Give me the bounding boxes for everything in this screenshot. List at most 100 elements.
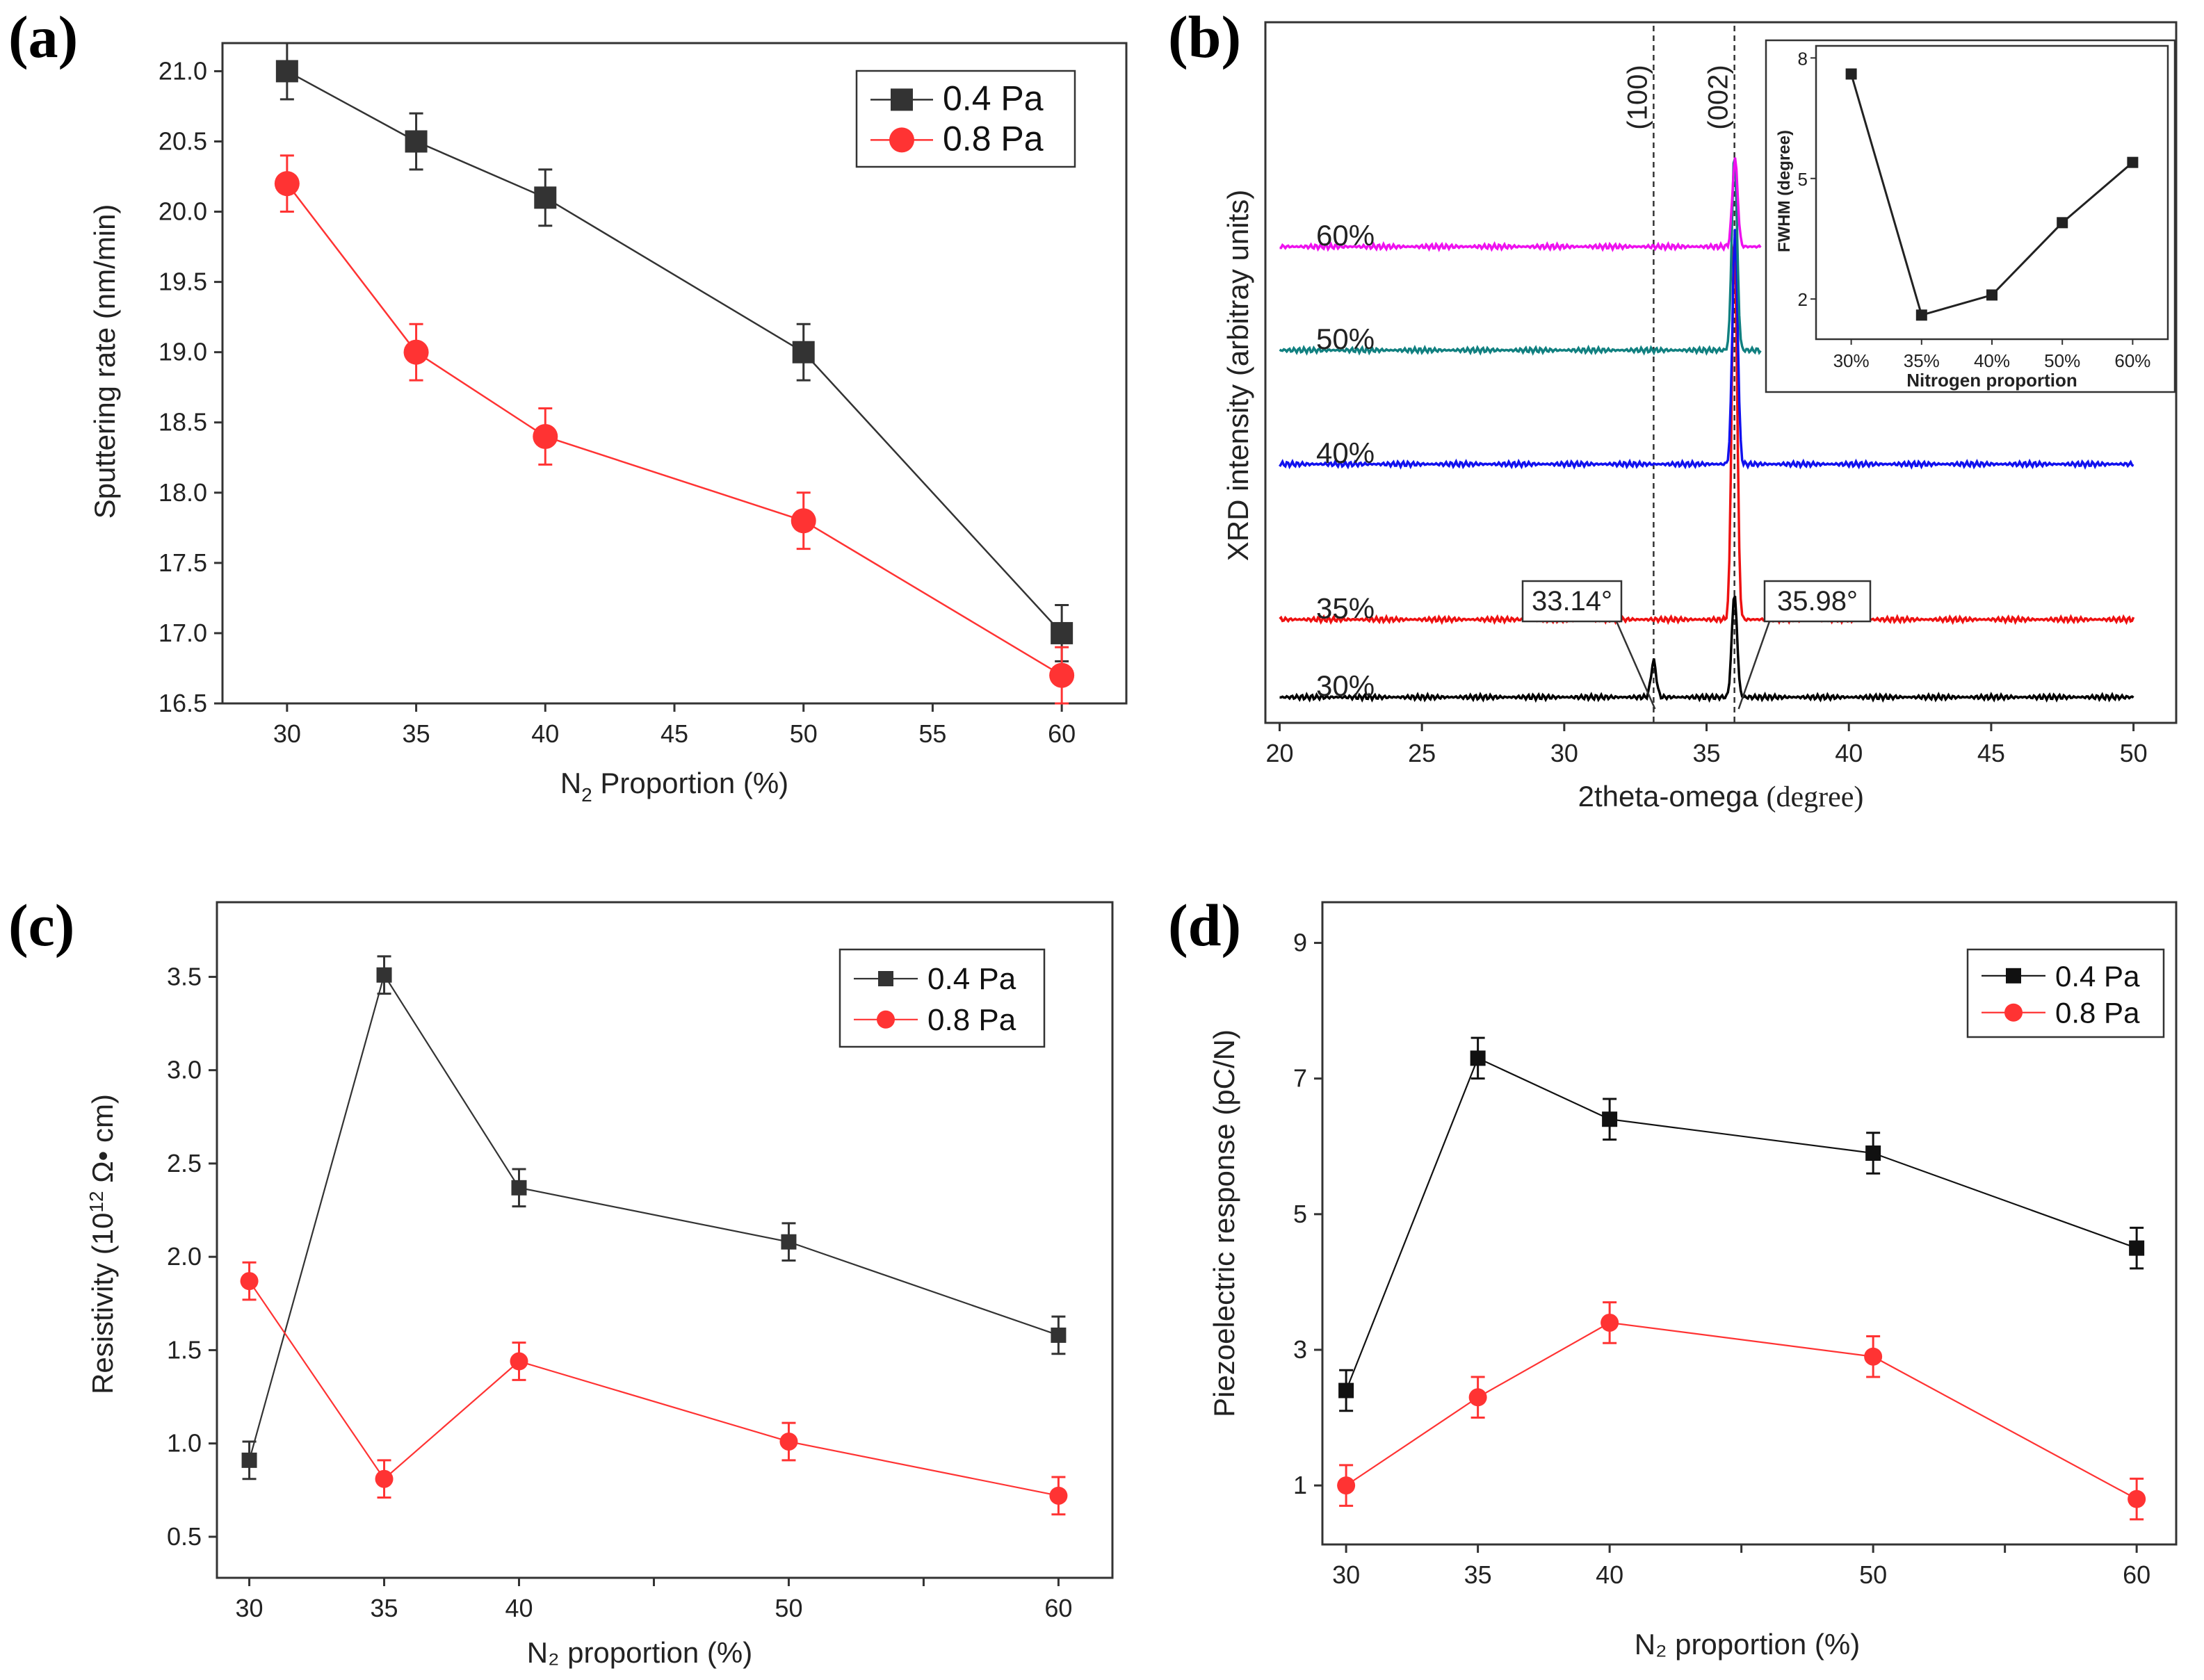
- data-point: [1049, 662, 1075, 688]
- inset-x-tick-label: 60%: [2114, 350, 2150, 371]
- x-axis-label: N₂ proportion (%): [1635, 1628, 1860, 1661]
- x-label-rest: Proportion (%): [592, 767, 788, 799]
- series-line: [286, 183, 1062, 676]
- inset-x-tick-label: 50%: [2044, 350, 2080, 371]
- x-tick-label: 45: [1977, 739, 2005, 767]
- data-point: [2128, 1490, 2146, 1508]
- legend: 0.4 Pa0.8 Pa: [1966, 948, 2165, 1038]
- y-tick-label: 21.0: [159, 56, 207, 85]
- inset-x-tick-label: 35%: [1904, 350, 1940, 371]
- peak-label-100: (100): [1622, 65, 1653, 129]
- data-point: [779, 1432, 798, 1451]
- data-point: [1338, 1383, 1354, 1398]
- inset-data-point: [2127, 156, 2139, 168]
- x-label-sub: 2: [581, 784, 592, 806]
- legend-label: 0.4 Pa: [943, 79, 1044, 117]
- data-point: [510, 1352, 528, 1371]
- data-point: [1468, 1388, 1487, 1407]
- inset-y-tick-label: 5: [1798, 169, 1808, 190]
- y-label-rest: Ω• cm): [86, 1094, 119, 1191]
- xrd-trace-label: 60%: [1316, 219, 1375, 252]
- plot-frame: [216, 901, 1114, 1579]
- panel-label: (a): [8, 3, 78, 70]
- series-0.4-pa: [275, 42, 1073, 662]
- xrd-trace-line: [1279, 240, 2135, 626]
- y-tick-label: 1.0: [167, 1429, 202, 1458]
- legend-marker: [891, 88, 913, 111]
- y-label-sup: 12: [86, 1191, 107, 1212]
- panel-label: (d): [1168, 892, 1241, 959]
- x-tick-label: 50: [775, 1594, 802, 1622]
- inset-data-point: [1845, 68, 1857, 80]
- x-tick-label: 40: [1835, 739, 1863, 767]
- y-tick-label: 0.5: [167, 1522, 202, 1551]
- series-line: [1345, 1057, 2137, 1391]
- panel-label: (c): [8, 892, 74, 959]
- series-0.4-pa: [1338, 1036, 2145, 1412]
- data-point: [1602, 1111, 1618, 1127]
- data-point: [1601, 1313, 1619, 1332]
- x-axis-label: N₂ proportion (%): [527, 1636, 752, 1669]
- x-tick-label: 60: [2123, 1560, 2150, 1589]
- panel-a: (a) 30 35 40 45 50 55 60 16.5 17.0 17.5 18.0 18.5 19.…: [8, 3, 1128, 806]
- legend-label: 0.8 Pa: [927, 1003, 1016, 1037]
- series-line: [248, 973, 1059, 1461]
- legend-box: [855, 70, 1076, 168]
- xrd-trace-line: [1279, 158, 1762, 356]
- annotation-right: 35.98°: [1737, 580, 1872, 710]
- data-point: [781, 1234, 797, 1250]
- y-axis-label: Sputtering rate (nm/min): [88, 204, 121, 519]
- legend-label: 0.4 Pa: [2055, 960, 2140, 993]
- x-tick-label: 50: [790, 719, 818, 748]
- y-tick-label: 17.0: [159, 619, 207, 647]
- inset-fwhm: 30% 35% 40% 50% 60% 2 5 8 Nitrogen proportion FWH…: [1765, 39, 2176, 393]
- series-0.8-pa: [274, 154, 1075, 705]
- series-line: [248, 1280, 1059, 1496]
- x-label-part: N: [560, 767, 581, 799]
- annotation-text: 35.98°: [1777, 586, 1858, 617]
- x-tick-label: 35: [403, 719, 430, 748]
- xrd-trace-label: 40%: [1316, 437, 1375, 469]
- y-tick-label: 3: [1293, 1335, 1307, 1364]
- y-tick-label: 2.0: [167, 1242, 202, 1271]
- xrd-trace-30pct: 30%: [1279, 595, 2134, 703]
- inset-y-tick-label: 8: [1798, 48, 1808, 69]
- x-tick-label: 60: [1048, 719, 1076, 748]
- annotation-arrow: [1615, 621, 1656, 710]
- legend: 0.4 Pa0.8 Pa: [855, 70, 1076, 168]
- legend-marker: [878, 971, 893, 986]
- y-tick-label: 2.5: [167, 1149, 202, 1177]
- x-tick-label: 35: [1693, 739, 1721, 767]
- inset-x-label: Nitrogen proportion: [1906, 370, 2077, 391]
- y-tick-label: 7: [1293, 1064, 1307, 1093]
- legend-marker: [2004, 1003, 2023, 1022]
- xrd-trace-40pct: 40%: [1279, 229, 2134, 470]
- data-point: [275, 60, 298, 83]
- panel-c: (c) 30 35 40 50 60 0.5 1.0 1.5 2.0 2.5 3.0 3.5 0.4 Pa…: [8, 892, 1114, 1669]
- x-tick-label: 45: [661, 719, 688, 748]
- data-point: [274, 171, 300, 197]
- data-point: [534, 186, 557, 209]
- y-axis-label: Resistivity (1012 Ω• cm): [86, 1094, 119, 1394]
- annotation-left: 33.14°: [1521, 580, 1656, 710]
- x-tick-label: 30: [273, 719, 301, 748]
- plot-frame: [1321, 901, 2178, 1546]
- y-tick-label: 18.5: [159, 408, 207, 437]
- data-point: [375, 1469, 394, 1488]
- annotation-box: [1521, 580, 1623, 623]
- xrd-trace-60pct: 60%: [1279, 157, 1762, 252]
- data-point: [405, 130, 428, 153]
- x-tick-label: 30: [1550, 739, 1578, 767]
- data-point: [791, 508, 816, 534]
- legend-marker: [2006, 968, 2021, 984]
- y-tick-label: 5: [1293, 1200, 1307, 1228]
- data-point: [1051, 1327, 1067, 1343]
- data-point: [1049, 1486, 1068, 1505]
- x-tick-label: 35: [371, 1594, 398, 1622]
- x-tick-label: 50: [1859, 1560, 1887, 1589]
- legend-marker: [877, 1010, 895, 1029]
- xrd-trace-label: 35%: [1316, 592, 1375, 624]
- x-tick-label: 25: [1408, 739, 1436, 767]
